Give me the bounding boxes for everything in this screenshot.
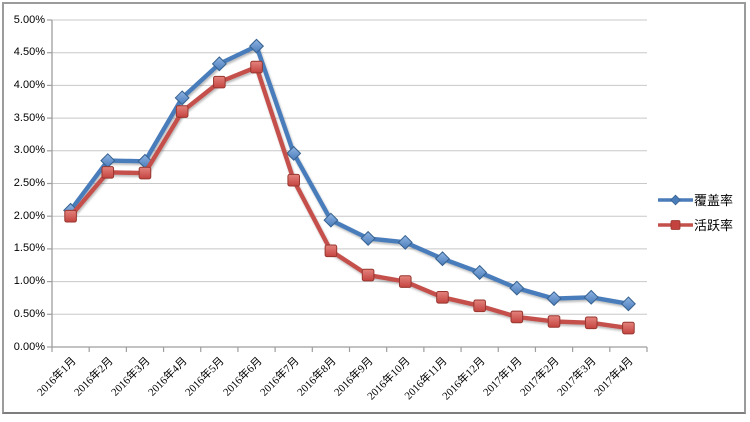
y-axis-label: 4.00% [13,78,45,91]
data-point-marker[interactable] [324,244,338,258]
y-axis-label: 4.50% [13,46,45,59]
data-point-marker[interactable] [436,290,449,304]
y-axis-label: 3.00% [13,144,45,157]
legend-item-coverage[interactable]: 覆盖率 [658,189,733,210]
data-point-marker[interactable] [583,289,599,305]
y-axis-label: 1.00% [13,275,45,288]
data-point-marker[interactable] [397,234,413,250]
data-point-marker[interactable] [287,173,301,187]
data-point-marker[interactable] [174,90,190,106]
coverage-series-marker-icon [658,194,693,205]
series-line-1 [68,64,631,331]
y-axis-label: 0.50% [13,307,45,320]
data-point-marker[interactable] [398,275,412,288]
data-point-marker[interactable] [101,166,115,179]
legend: 覆盖率 活跃率 [658,189,733,235]
data-point-marker[interactable] [510,310,524,324]
data-point-marker[interactable] [249,38,265,54]
data-point-marker[interactable] [361,268,375,282]
y-axis-label: 2.00% [13,209,45,222]
data-point-marker[interactable] [250,60,263,74]
y-axis-label: 5.00% [13,13,45,26]
legend-item-active[interactable]: 活跃率 [658,214,733,235]
data-point-marker[interactable] [360,230,376,246]
data-point-marker[interactable] [620,296,636,312]
data-point-marker[interactable] [584,316,598,330]
data-point-marker[interactable] [138,166,152,180]
chart-frame-border [2,2,746,414]
data-point-marker[interactable] [547,315,561,328]
y-axis-label: 0.00% [13,340,45,353]
active-series-marker-icon [658,219,693,230]
data-point-marker[interactable] [473,299,486,313]
series-line-0 [68,43,631,307]
y-axis-label: 3.50% [13,111,45,124]
legend-label-active: 活跃率 [694,218,734,233]
y-axis-label: 2.50% [13,177,45,189]
data-point-marker[interactable] [509,280,525,296]
data-point-marker[interactable] [622,321,635,335]
data-point-marker[interactable] [434,251,450,267]
data-point-marker[interactable] [211,56,227,72]
data-point-marker[interactable] [323,212,339,228]
data-point-marker[interactable] [472,264,488,280]
y-axis-label: 1.50% [13,242,45,255]
data-point-marker[interactable] [64,209,77,223]
data-point-marker[interactable] [213,75,226,89]
legend-label-coverage: 覆盖率 [694,193,734,208]
data-point-marker[interactable] [546,291,562,307]
data-point-marker[interactable] [286,145,302,161]
data-point-marker[interactable] [175,105,189,118]
